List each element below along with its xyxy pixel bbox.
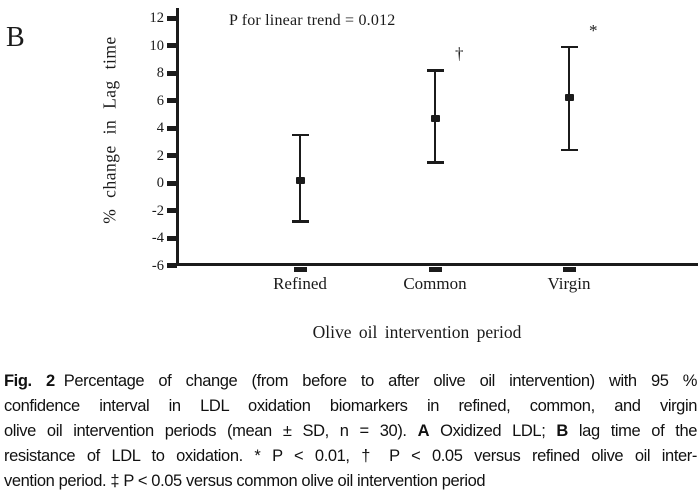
error-bar-cap-bottom <box>426 161 444 164</box>
mean-marker <box>564 94 574 102</box>
significance-symbol: † <box>455 44 464 64</box>
x-axis-line <box>176 263 698 266</box>
x-category-label: Common <box>403 274 467 293</box>
error-bar-cap-top <box>426 68 444 72</box>
mean-marker <box>430 114 440 122</box>
caption-segment: olive oil intervention periods (mean ± S… <box>4 422 418 440</box>
y-tick-mark <box>167 263 177 268</box>
x-category-label: Virgin <box>547 274 591 293</box>
caption-segment: Fig. 2 <box>4 372 55 390</box>
caption-line: Fig. 2 Percentage of change (from before … <box>4 369 697 394</box>
x-tick-mark <box>562 266 576 272</box>
caption-segment: Percentage of change (from before to aft… <box>63 372 698 390</box>
y-tick-mark <box>167 180 177 186</box>
caption-segment: confidence interval in LDL oxidation bio… <box>4 397 697 415</box>
panel-label: B <box>6 22 25 53</box>
caption-segment: vention period. ‡ P < 0.05 versus common… <box>4 472 486 490</box>
caption-segment: Oxidized LDL; <box>429 422 557 440</box>
error-bar-cap-bottom <box>291 220 309 223</box>
figure-caption: Fig. 2 Percentage of change (from before … <box>4 369 697 494</box>
y-tick-mark <box>167 235 177 241</box>
caption-segment: resistance of LDL to oxidation. * P < 0.… <box>4 447 697 465</box>
y-tick-mark <box>167 70 177 76</box>
caption-line: resistance of LDL to oxidation. * P < 0.… <box>4 444 697 469</box>
x-tick-mark <box>293 266 307 272</box>
y-tick-label: -4 <box>151 230 164 246</box>
caption-segment: lag time of the <box>567 422 697 440</box>
caption-line: vention period. ‡ P < 0.05 versus common… <box>4 469 697 494</box>
mean-marker <box>295 176 305 184</box>
y-tick-label: 10 <box>149 37 165 54</box>
x-category-label: Refined <box>273 274 327 293</box>
y-tick-mark <box>167 15 177 21</box>
error-bar-cap-top <box>291 133 309 137</box>
error-bar-cap-bottom <box>560 148 578 152</box>
significance-symbol: * <box>589 20 598 40</box>
y-tick-mark <box>167 98 177 103</box>
y-tick-label: 4 <box>156 120 164 136</box>
y-tick-label: 6 <box>156 92 164 109</box>
trend-annotation: P for linear trend = 0.012 <box>229 12 396 29</box>
y-tick-mark <box>167 153 177 158</box>
caption-line: olive oil intervention periods (mean ± S… <box>4 419 697 444</box>
y-tick-label: -6 <box>151 257 164 274</box>
x-tick-mark <box>428 266 442 272</box>
caption-line: confidence interval in LDL oxidation bio… <box>4 394 697 419</box>
y-tick-mark <box>167 43 177 48</box>
y-tick-label: 8 <box>156 65 164 81</box>
error-bar-cap-top <box>560 45 578 49</box>
y-axis-line <box>176 8 179 266</box>
y-tick-mark <box>167 125 177 131</box>
y-tick-label: -2 <box>151 202 164 219</box>
x-axis-title: Olive oil intervention period <box>312 322 522 342</box>
y-tick-label: 12 <box>149 10 165 26</box>
caption-segment: B <box>556 422 568 440</box>
y-axis-label: % change in Lag time <box>99 36 120 224</box>
caption-segment: A <box>417 422 430 440</box>
y-tick-label: 0 <box>156 175 164 191</box>
y-tick-label: 2 <box>156 147 164 164</box>
y-tick-mark <box>167 208 177 213</box>
